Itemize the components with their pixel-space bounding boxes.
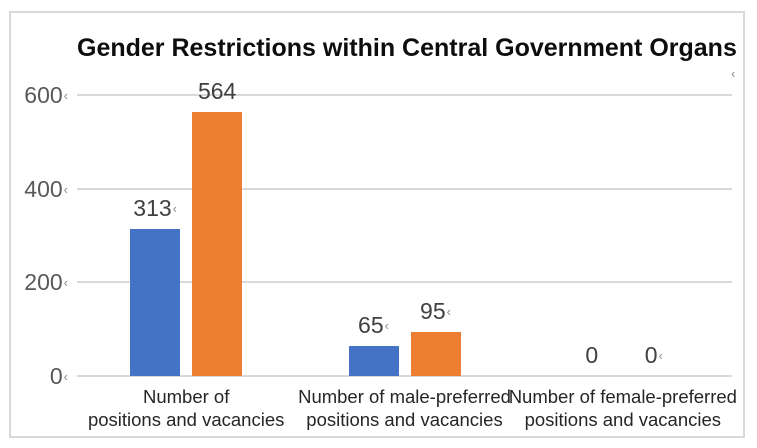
category-axis-label: Number of female-preferred positions and …: [493, 386, 753, 431]
tick-mark: ‹: [172, 201, 178, 216]
bar: [410, 332, 461, 376]
data-label: 0: [585, 342, 599, 368]
category-label-line: Number of male-preferred: [298, 386, 511, 407]
data-label: 65‹: [358, 312, 389, 338]
tick-mark: ‹: [63, 275, 68, 291]
y-axis-tick-label: 0‹: [49, 363, 68, 389]
category-label-line: positions and vacancies: [306, 408, 503, 430]
y-axis-tick-label: 200‹: [24, 269, 68, 296]
x-axis-line: [77, 375, 732, 377]
chart-title: Gender Restrictions within Central Gover…: [77, 34, 737, 62]
category-label-line: Number of female-preferred: [508, 386, 737, 407]
data-label: 313‹: [133, 195, 178, 221]
bar: [130, 229, 181, 376]
stray-tick-mark: ‹: [731, 66, 736, 81]
category-axis-label: Number of male-preferred positions and va…: [275, 386, 535, 431]
category-label-line: positions and vacancies: [524, 408, 722, 430]
y-axis-tick-label: 600‹: [24, 82, 68, 108]
gridline: [77, 94, 732, 96]
gridline: [77, 281, 732, 284]
bar: [192, 112, 243, 376]
data-label: 564: [197, 78, 237, 104]
data-label: 95‹: [420, 298, 451, 324]
tick-mark: ‹: [63, 181, 68, 197]
tick-mark: ‹: [446, 304, 451, 319]
tick-mark: ‹: [384, 318, 389, 333]
category-axis-label: Number of positions and vacancies: [56, 386, 316, 431]
tick-mark: ‹: [63, 369, 68, 384]
bar: [348, 346, 399, 376]
gridline: [77, 187, 732, 190]
tick-mark: ‹: [63, 88, 68, 103]
y-axis-tick-label: 400‹: [24, 175, 68, 202]
tick-mark: ‹: [658, 348, 663, 363]
category-label-line: Number of: [142, 386, 230, 407]
category-label-line: positions and vacancies: [87, 408, 285, 430]
data-label: 0‹: [644, 342, 663, 368]
